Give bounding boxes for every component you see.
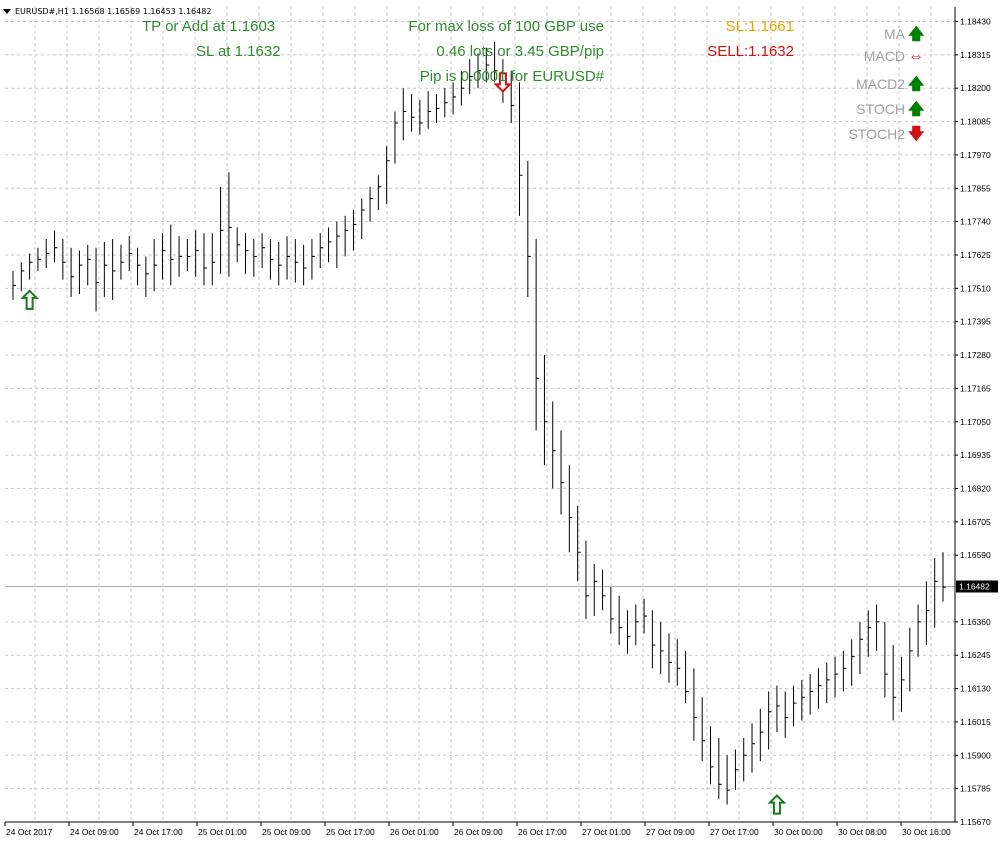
price-label: 1.16015 [960, 717, 991, 727]
price-label: 1.18085 [960, 117, 991, 127]
price-label: 1.16705 [960, 517, 991, 527]
symbol-info: EURUSD#,H1 1.16568 1.16569 1.16453 1.164… [15, 7, 212, 16]
current-price-badge [956, 580, 998, 593]
hollow-down-arrow-icon [493, 72, 513, 93]
price-label: 1.16935 [960, 450, 991, 460]
arrow-up-icon: 🡅 [908, 101, 925, 118]
signal-arrows [20, 72, 787, 815]
price-label: 1.16245 [960, 650, 991, 660]
price-label: 1.17970 [960, 150, 991, 160]
double-arrow-icon: ⇔ [908, 48, 924, 65]
price-label: 1.16360 [960, 617, 991, 627]
time-label: 26 Oct 17:00 [518, 827, 567, 837]
time-label: 26 Oct 09:00 [454, 827, 503, 837]
time-label: 27 Oct 09:00 [646, 827, 695, 837]
price-label: 1.17050 [960, 417, 991, 427]
price-label: 1.17855 [960, 183, 991, 193]
tp-text: TP or Add at 1.1603 [142, 18, 276, 35]
max-loss-line-3: Pip is 0.0001 for EURUSD# [419, 68, 604, 85]
price-label: 1.17395 [960, 317, 991, 327]
indicator-macd2: MACD2 🡅 [856, 73, 924, 100]
hollow-up-arrow-icon [767, 794, 787, 815]
time-label: 25 Oct 01:00 [198, 827, 247, 837]
time-label: 25 Oct 09:00 [262, 827, 311, 837]
ohlc-bars [12, 41, 946, 805]
time-label: 24 Oct 17:00 [134, 827, 183, 837]
max-loss-line-2: 0.46 lots or 3.45 GBP/pip [436, 43, 604, 60]
dropdown-triangle-icon[interactable] [3, 9, 11, 14]
sl-level-label: SL:1.1661 [725, 18, 794, 35]
indicator-stoch2-label: STOCH2 [848, 126, 905, 142]
time-label: 27 Oct 17:00 [710, 827, 759, 837]
indicator-stoch2: STOCH2 🡇 [848, 123, 924, 150]
price-label: 1.17625 [960, 250, 991, 260]
indicator-macd: MACD ⇔ [864, 48, 924, 66]
price-label: 1.17165 [960, 383, 991, 393]
price-label: 1.17740 [960, 217, 991, 227]
arrow-up-icon: 🡅 [908, 76, 925, 93]
price-label: 1.18430 [960, 17, 991, 27]
indicator-macd2-label: MACD2 [855, 76, 905, 92]
grid [5, 7, 955, 823]
max-loss-line-1: For max loss of 100 GBP use [408, 18, 604, 35]
price-label: 1.17280 [960, 350, 991, 360]
time-label: 27 Oct 01:00 [582, 827, 631, 837]
time-label: 30 Oct 16:00 [902, 827, 951, 837]
price-label: 1.16820 [960, 483, 991, 493]
time-label: 30 Oct 08:00 [838, 827, 887, 837]
time-label: 30 Oct 00:00 [774, 827, 823, 837]
symbol-header[interactable]: EURUSD#,H1 1.16568 1.16569 1.16453 1.164… [3, 7, 211, 16]
hollow-up-arrow-icon [20, 289, 40, 310]
price-label: 1.15670 [960, 817, 991, 827]
axes: 1.18430 1.18315 1.18200 1.18085 1.17970 1.178… [4, 7, 998, 837]
current-price-label: 1.16482 [959, 581, 990, 591]
time-label: 24 Oct 2017 [6, 827, 53, 837]
indicator-ma-label: MA [884, 26, 905, 42]
indicator-stoch: STOCH 🡅 [856, 98, 924, 125]
arrow-up-icon: 🡅 [908, 26, 925, 43]
price-label: 1.18315 [960, 50, 991, 60]
indicator-ma: MA 🡅 [884, 23, 924, 50]
price-label: 1.16590 [960, 550, 991, 560]
time-label: 25 Oct 17:00 [326, 827, 375, 837]
indicator-stoch-label: STOCH [856, 101, 905, 117]
time-label: 24 Oct 09:00 [70, 827, 119, 837]
price-label: 1.17510 [960, 283, 991, 293]
arrow-down-icon: 🡇 [908, 126, 925, 143]
time-label: 26 Oct 01:00 [390, 827, 439, 837]
price-label: 1.15785 [960, 784, 991, 794]
price-label: 1.18200 [960, 83, 991, 93]
price-label: 1.15900 [960, 750, 991, 760]
sell-level-label: SELL:1.1632 [707, 43, 794, 60]
indicator-macd-label: MACD [863, 48, 905, 64]
sl-text: SL at 1.1632 [196, 43, 281, 60]
price-label: 1.16130 [960, 684, 991, 694]
